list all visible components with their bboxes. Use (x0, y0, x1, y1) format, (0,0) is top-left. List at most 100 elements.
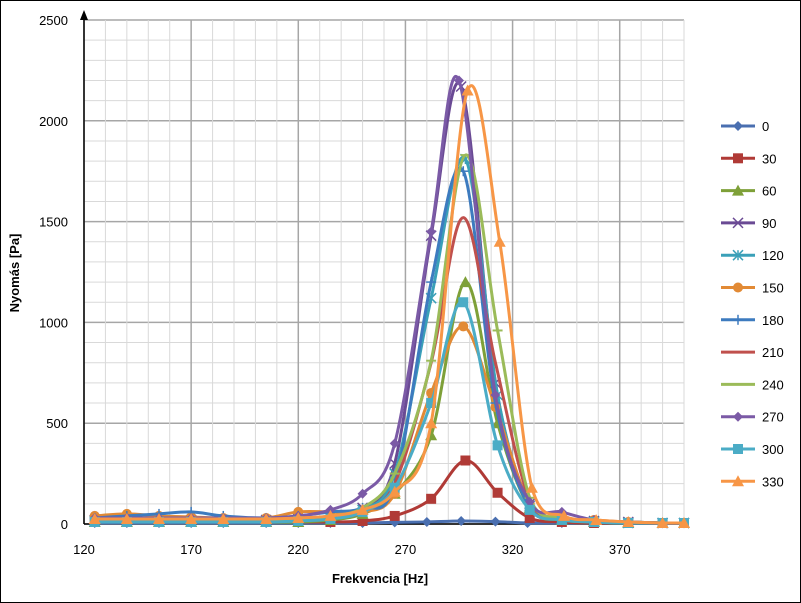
x-tick-label: 220 (287, 542, 309, 557)
data-point (324, 509, 337, 521)
data-point (458, 321, 469, 332)
series-270 (89, 75, 689, 528)
data-point (524, 512, 535, 523)
legend-entry: 0 (721, 119, 769, 134)
legend-entry: 240 (721, 377, 784, 392)
y-tick-label: 2500 (39, 13, 68, 28)
data-point (426, 398, 437, 409)
data-point (656, 516, 669, 528)
legend-label: 270 (762, 410, 784, 425)
x-tick-label: 170 (180, 542, 202, 557)
data-point (678, 516, 690, 528)
legend-label: 150 (762, 281, 784, 296)
data-point (733, 282, 743, 293)
legend-entry: 180 (721, 313, 784, 328)
y-tick-label: 500 (46, 416, 68, 431)
data-point (733, 121, 743, 131)
data-point (525, 481, 538, 493)
grid (83, 19, 685, 525)
data-point (460, 455, 471, 466)
data-point (490, 516, 501, 527)
series-120 (89, 153, 690, 529)
data-point (733, 314, 743, 325)
y-axis-title: Nyomás [Pa] (7, 234, 22, 313)
y-tick-label: 1000 (39, 315, 68, 330)
legend-label: 90 (762, 216, 776, 231)
data-point (492, 487, 503, 498)
data-point (459, 276, 472, 288)
data-point (524, 496, 535, 507)
y-tick-label: 0 (61, 517, 68, 532)
series-line (94, 155, 685, 525)
data-point (732, 249, 744, 261)
axes (80, 10, 684, 525)
data-point (389, 438, 400, 449)
x-tick-label: 370 (609, 542, 631, 557)
data-point (461, 84, 474, 96)
legend-label: 330 (762, 474, 784, 489)
series-line (94, 75, 685, 525)
series-330 (88, 84, 690, 528)
legend-label: 180 (762, 313, 784, 328)
data-point (733, 153, 743, 164)
legend: 0 30 60 90 120 150 180 210 240 270 300 330 (721, 119, 784, 489)
legend-entry: 210 (721, 345, 784, 360)
legend-label: 120 (762, 248, 784, 263)
data-point (558, 509, 570, 521)
legend-entry: 150 (721, 281, 784, 296)
legend-entry: 120 (721, 248, 784, 263)
data-point (388, 485, 401, 497)
legend-label: 240 (762, 377, 784, 392)
data-point (458, 297, 469, 308)
legend-label: 0 (762, 119, 769, 134)
y-tick-label: 1500 (39, 215, 68, 230)
legend-entry: 90 (721, 216, 776, 231)
y-axis-arrow (80, 10, 88, 20)
x-tick-label: 270 (395, 542, 417, 557)
data-point (733, 444, 743, 454)
legend-entry: 60 (721, 184, 776, 199)
series-300 (89, 297, 689, 528)
legend-label: 60 (762, 184, 776, 199)
series-line (94, 84, 685, 525)
data-point (426, 493, 437, 504)
x-tick-label: 320 (502, 542, 524, 557)
data-point (456, 515, 467, 526)
series-180 (89, 166, 689, 528)
data-point (732, 184, 744, 196)
data-point (357, 488, 368, 499)
data-point (260, 512, 273, 524)
data-point (185, 512, 198, 524)
data-point (425, 417, 438, 429)
data-point (732, 475, 744, 487)
data-point (493, 235, 506, 247)
x-tick-label: 120 (73, 542, 95, 557)
legend-entry: 30 (721, 151, 776, 166)
y-tick-label: 2000 (39, 114, 68, 129)
legend-label: 210 (762, 345, 784, 360)
data-point (120, 512, 133, 524)
legend-entry: 270 (721, 410, 784, 425)
data-point (426, 226, 437, 237)
data-point (88, 512, 101, 524)
data-point (524, 504, 535, 515)
tick-labels: 0 500 1000 1500 2000 2500 120 170 220 270 320 370 (39, 13, 630, 557)
data-point (217, 512, 230, 524)
data-point (492, 440, 503, 451)
legend-entry: 300 (721, 442, 784, 457)
data-point (389, 510, 400, 521)
data-point (292, 511, 305, 523)
data-point (153, 512, 165, 524)
data-point (590, 513, 603, 525)
data-point (490, 389, 501, 400)
data-point (426, 277, 437, 288)
data-point (732, 217, 744, 229)
x-axis-title: Frekvencia [Hz] (332, 571, 428, 586)
data-point (622, 515, 635, 527)
data-point (356, 503, 369, 515)
data-point (325, 504, 336, 515)
data-point (357, 515, 368, 526)
data-point (733, 411, 743, 422)
data-point (454, 75, 464, 86)
